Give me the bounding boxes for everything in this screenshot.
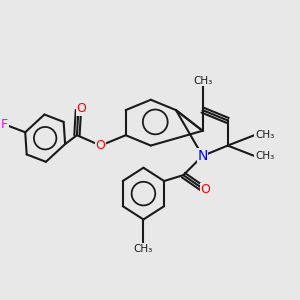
Text: O: O — [201, 183, 210, 196]
Text: O: O — [96, 139, 106, 152]
Text: O: O — [76, 102, 86, 115]
Text: CH₃: CH₃ — [255, 130, 274, 140]
Text: CH₃: CH₃ — [255, 151, 274, 161]
Text: CH₃: CH₃ — [134, 244, 153, 254]
Text: CH₃: CH₃ — [193, 76, 212, 85]
Text: F: F — [1, 118, 8, 131]
Text: N: N — [197, 149, 208, 163]
